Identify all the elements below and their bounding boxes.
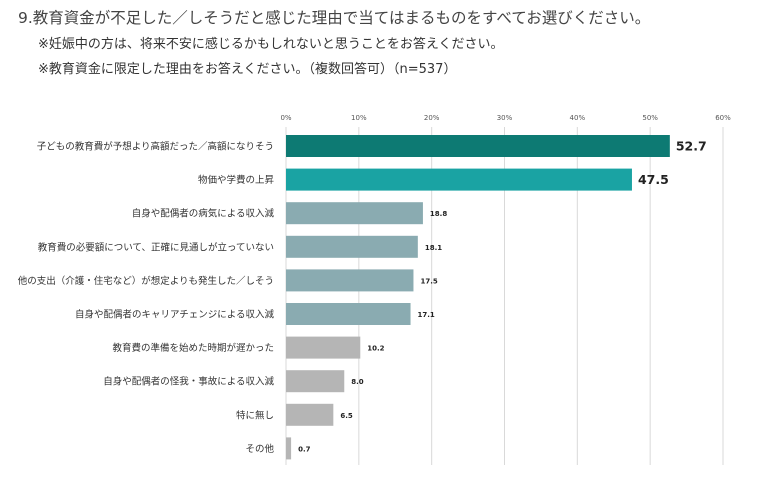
- bar: [286, 336, 361, 359]
- value-label: 18.8: [430, 210, 447, 218]
- bar: [286, 403, 334, 426]
- category-label: 物価や学費の上昇: [198, 174, 275, 186]
- bar: [286, 235, 418, 258]
- x-tick-label: 30%: [497, 114, 513, 122]
- bar: [286, 269, 414, 292]
- bar: [286, 303, 411, 325]
- note-sample-size: ※教育資金に限定した理由をお答えください。（複数回答可）（n=537）: [38, 62, 457, 77]
- value-label: 0.7: [298, 445, 311, 453]
- category-label: 他の支出（介護・住宅など）が想定よりも発生した／しそう: [18, 275, 274, 287]
- bar: [286, 168, 632, 191]
- x-tick-label: 10%: [351, 114, 367, 122]
- value-label: 6.5: [340, 412, 353, 420]
- x-tick-label: 60%: [715, 114, 731, 122]
- x-tick-label: 20%: [424, 114, 440, 122]
- category-label: その他: [245, 443, 274, 455]
- category-label: 自身や配偶者の病気による収入減: [132, 208, 275, 220]
- x-tick-label: 0%: [280, 114, 291, 122]
- category-label: 特に無し: [236, 409, 274, 421]
- value-label: 52.7: [676, 139, 707, 154]
- bar: [286, 202, 423, 225]
- value-label: 10.2: [367, 345, 384, 353]
- value-label: 17.5: [420, 277, 437, 285]
- value-label: 18.1: [425, 244, 442, 252]
- chart-title: 9.教育資金が不足した／しそうだと感じた理由で当てはまるものをすべてお選びくださ…: [18, 9, 651, 27]
- value-label: 8.0: [351, 378, 364, 386]
- value-label: 47.5: [638, 172, 669, 187]
- note-pregnancy: ※妊娠中の方は、将来不安に感じるかもしれないと思うことをお答えください。: [38, 37, 504, 52]
- category-label: 教育費の準備を始めた時期が遅かった: [112, 342, 274, 354]
- category-label: 自身や配偶者のキャリアチェンジによる収入減: [75, 309, 275, 321]
- x-tick-label: 50%: [642, 114, 658, 122]
- bar: [286, 437, 292, 460]
- category-label: 教育費の必要額について、正確に見通しが立っていない: [38, 241, 274, 253]
- bar: [286, 370, 345, 393]
- category-label: 子どもの教育費が予想より高額だった／高額になりそう: [37, 141, 274, 153]
- x-tick-label: 40%: [570, 114, 586, 122]
- category-label: 自身や配偶者の怪我・事故による収入減: [103, 376, 274, 388]
- value-label: 17.1: [418, 311, 435, 319]
- bar: [286, 135, 670, 157]
